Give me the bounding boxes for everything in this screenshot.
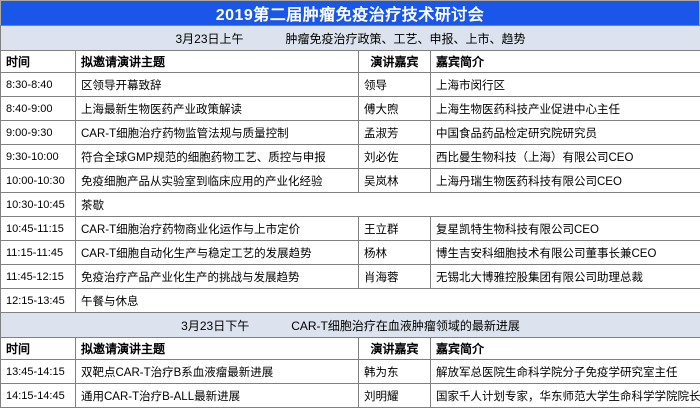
session-speaker: 韩为东 — [359, 360, 431, 384]
session-topic: CAR-T细胞治疗药物商业化运作与上市定价 — [76, 217, 359, 241]
session-speaker-bio: 解放军总医院生命科学院分子免疫学研究室主任 — [431, 360, 700, 384]
column-header-speaker: 演讲嘉宾 — [359, 51, 431, 73]
session-topic: 双靶点CAR-T治疗B系血液瘤最新进展 — [76, 360, 359, 384]
session-time: 9:00-9:30 — [1, 121, 76, 145]
session-speaker: 肖海蓉 — [359, 265, 431, 289]
session-speaker: 吴岚林 — [359, 169, 431, 193]
session-topic: 符合全球GMP规范的细胞药物工艺、质控与申报 — [76, 145, 359, 169]
session-speaker-bio: 西比曼生物科技（上海）有限公司CEO — [431, 145, 700, 169]
session-speaker-bio: 博生吉安科细胞技术有限公司董事长兼CEO — [431, 241, 700, 265]
section-band: 3月23日上午 肿瘤免疫治疗政策、工艺、申报、上市、趋势 — [1, 26, 700, 51]
session-topic: 免疫细胞产品从实验室到临床应用的产业化经验 — [76, 169, 359, 193]
session-time: 12:15-13:45 — [1, 289, 76, 313]
session-speaker-bio: 无锡北大博雅控股集团有限公司助理总裁 — [431, 265, 700, 289]
column-header-row: 时间拟邀请演讲主题演讲嘉宾嘉宾简介 — [1, 51, 700, 73]
session-break-label: 午餐与休息 — [76, 289, 700, 313]
session-speaker: 刘必佐 — [359, 145, 431, 169]
session-topic: 免疫治疗产品产业化生产的挑战与发展趋势 — [76, 265, 359, 289]
session-time: 8:40-9:00 — [1, 97, 76, 121]
session-speaker-bio: 上海市闵行区 — [431, 73, 700, 97]
column-header-topic: 拟邀请演讲主题 — [76, 51, 359, 73]
session-speaker-bio: 复星凯特生物科技有限公司CEO — [431, 217, 700, 241]
session-time: 13:45-14:15 — [1, 360, 76, 384]
event-title: 2019第二届肿瘤免疫治疗技术研讨会 — [216, 1, 485, 25]
session-time: 8:30-8:40 — [1, 73, 76, 97]
section-date: 3月23日下午 — [181, 317, 249, 334]
session-topic: CAR-T细胞治疗药物监管法规与质量控制 — [76, 121, 359, 145]
session-speaker-bio: 上海丹瑞生物医药科技有限公司CEO — [431, 169, 700, 193]
column-header-bio: 嘉宾简介 — [431, 51, 700, 73]
session-speaker: 孟淑芳 — [359, 121, 431, 145]
session-topic: 区领导开幕致辞 — [76, 73, 359, 97]
session-topic: 上海最新生物医药产业政策解读 — [76, 97, 359, 121]
session-time: 10:30-10:45 — [1, 193, 76, 217]
section-band: 3月23日下午 CAR-T细胞治疗在血液肿瘤领域的最新进展 — [1, 313, 700, 338]
session-time: 10:45-11:15 — [1, 217, 76, 241]
column-header-speaker: 演讲嘉宾 — [359, 338, 431, 360]
schedule-table: 3月23日上午肿瘤免疫治疗政策、工艺、申报、上市、趋势时间拟邀请演讲主题演讲嘉宾… — [0, 25, 700, 408]
section-theme: CAR-T细胞治疗在血液肿瘤领域的最新进展 — [291, 317, 520, 334]
session-topic: CAR-T细胞自动化生产与稳定工艺的发展趋势 — [76, 241, 359, 265]
section-band-cell: 3月23日上午 肿瘤免疫治疗政策、工艺、申报、上市、趋势 — [1, 26, 700, 51]
column-header-row: 时间拟邀请演讲主题演讲嘉宾嘉宾简介 — [1, 338, 700, 360]
session-speaker: 杨林 — [359, 241, 431, 265]
session-break-label: 茶歇 — [76, 193, 700, 217]
session-time: 11:15-11:45 — [1, 241, 76, 265]
session-time: 10:00-10:30 — [1, 169, 76, 193]
column-header-time: 时间 — [1, 51, 76, 73]
session-time: 9:30-10:00 — [1, 145, 76, 169]
column-header-time: 时间 — [1, 338, 76, 360]
session-speaker: 领导 — [359, 73, 431, 97]
event-title-banner: 2019第二届肿瘤免疫治疗技术研讨会 — [0, 0, 700, 25]
session-speaker: 傅大煦 — [359, 97, 431, 121]
section-date: 3月23日上午 — [176, 30, 244, 47]
session-time: 11:45-12:15 — [1, 265, 76, 289]
session-speaker-bio: 中国食品药品检定研究院研究员 — [431, 121, 700, 145]
session-speaker-bio: 上海生物医药科技产业促进中心主任 — [431, 97, 700, 121]
session-speaker: 王立群 — [359, 217, 431, 241]
section-band-cell: 3月23日下午 CAR-T细胞治疗在血液肿瘤领域的最新进展 — [1, 313, 700, 338]
column-header-bio: 嘉宾简介 — [431, 338, 700, 360]
column-header-topic: 拟邀请演讲主题 — [76, 338, 359, 360]
section-theme: 肿瘤免疫治疗政策、工艺、申报、上市、趋势 — [286, 30, 526, 47]
